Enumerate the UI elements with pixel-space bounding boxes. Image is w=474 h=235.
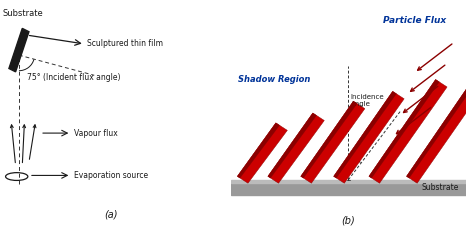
Text: Sculptured thin film: Sculptured thin film bbox=[87, 39, 163, 48]
Text: Evaporation source: Evaporation source bbox=[73, 171, 147, 180]
Polygon shape bbox=[237, 123, 287, 183]
Text: (a): (a) bbox=[105, 210, 118, 220]
Polygon shape bbox=[334, 91, 396, 178]
Polygon shape bbox=[237, 123, 280, 178]
Text: Substrate: Substrate bbox=[421, 184, 459, 192]
Polygon shape bbox=[407, 70, 474, 183]
Polygon shape bbox=[369, 79, 439, 178]
Text: 75° (Incident flux angle): 75° (Incident flux angle) bbox=[27, 73, 120, 82]
Polygon shape bbox=[301, 101, 365, 183]
Polygon shape bbox=[301, 101, 357, 178]
Polygon shape bbox=[268, 113, 324, 183]
Polygon shape bbox=[9, 28, 29, 72]
Polygon shape bbox=[268, 113, 317, 178]
Text: Particle Flux: Particle Flux bbox=[383, 16, 446, 25]
Bar bbox=[231, 180, 466, 183]
Text: Substrate: Substrate bbox=[2, 9, 43, 19]
Polygon shape bbox=[369, 79, 447, 183]
Polygon shape bbox=[407, 70, 474, 178]
Text: (b): (b) bbox=[341, 215, 356, 226]
Text: Incidence
Angle: Incidence Angle bbox=[351, 94, 384, 107]
Bar bbox=[231, 182, 466, 195]
Text: Shadow Region: Shadow Region bbox=[238, 75, 310, 84]
Text: Vapour flux: Vapour flux bbox=[73, 129, 117, 138]
Polygon shape bbox=[334, 91, 404, 183]
